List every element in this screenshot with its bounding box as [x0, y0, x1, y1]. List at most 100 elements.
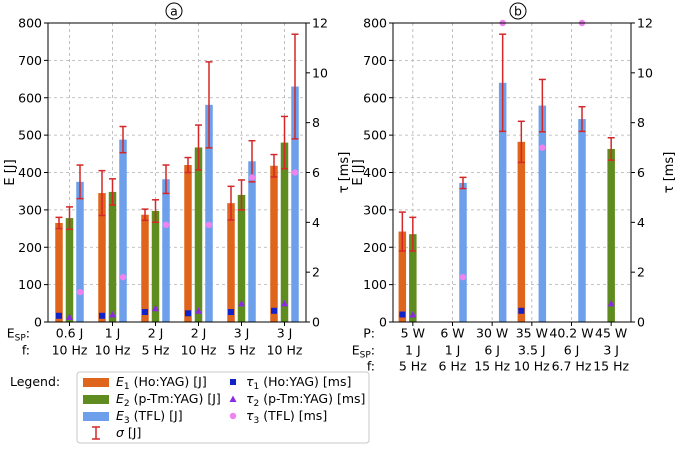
tau3-marker [119, 273, 127, 281]
y2-tick-label: 6 [637, 165, 645, 180]
tau1-marker [99, 312, 105, 319]
row-label: f: [367, 359, 375, 374]
bar-1 [227, 203, 235, 322]
x-category-label: 5 Hz [142, 343, 170, 358]
tau3-marker [459, 273, 467, 281]
x-category-label: 45 W [595, 326, 627, 341]
panel-label-circle [165, 2, 183, 20]
x-category-label: 2 J [148, 326, 164, 341]
legend: Legend: E1 (Ho:YAG) [J]E2 (p-Tm:YAG) [J]E… [10, 371, 370, 444]
y-tick-label: 100 [18, 277, 42, 292]
legend-title: Legend: [10, 374, 60, 389]
bar-1 [517, 141, 526, 322]
bar-1 [270, 165, 278, 322]
legend-label-tau1: τ1 (Ho:YAG) [ms] [246, 374, 351, 392]
tau3-marker [248, 174, 256, 181]
bar-1 [55, 222, 63, 322]
bar-3 [538, 105, 547, 322]
tau1-marker [399, 311, 406, 318]
x-category-label: 6 W [440, 326, 464, 341]
y-tick-label: 200 [363, 240, 387, 255]
x-category-label: 15 Hz [593, 359, 629, 374]
bar-3 [76, 181, 84, 322]
panel-b: 0 100 200 300 400 500 600 700 800 0 2 4 6 8 10 12 E [J] τ… [351, 2, 677, 374]
y2-tick-label: 2 [312, 265, 320, 280]
bar-3 [578, 119, 586, 323]
y2-tick-label: 12 [312, 16, 328, 31]
x-category-label: 3 J [277, 326, 293, 341]
y-tick-label: 100 [363, 277, 387, 292]
y-tick-label: 600 [363, 90, 387, 105]
row-label: f: [22, 343, 30, 358]
y-tick-label: 700 [18, 53, 42, 68]
x-category-label: 5 Hz [399, 359, 427, 374]
axes-frame [47, 22, 307, 323]
tau3-marker [162, 221, 170, 229]
x-category-label: 10 Hz [514, 359, 550, 374]
y2-tick-label: 2 [637, 265, 645, 280]
x-category-label: 2 J [191, 326, 207, 341]
bar-2 [108, 191, 117, 322]
tau1-marker [142, 309, 148, 316]
legend-swatch-e3 [83, 412, 109, 421]
bar-3 [248, 161, 256, 322]
legend-label-tau2: τ2 (p-Tm:YAG) [ms] [246, 391, 365, 409]
x-category-label: 35 W [516, 326, 548, 341]
y2-tick-label: 0 [312, 315, 320, 330]
tau3-marker [76, 288, 84, 296]
y-tick-label: 300 [363, 202, 387, 217]
legend-swatch-e1 [83, 378, 109, 387]
tau3-marker [205, 221, 213, 229]
x-category-label: 6 J [484, 343, 500, 358]
legend-marker-tau3 [229, 412, 237, 420]
tau1-marker [228, 309, 234, 316]
x-category-label: 1 J [405, 343, 421, 358]
x-category-label: 3 J [234, 326, 250, 341]
tau2-marker [607, 299, 615, 307]
y-tick-label: 0 [34, 315, 42, 330]
x-category-label: 6 J [564, 343, 580, 358]
bar-3 [498, 82, 507, 322]
y-tick-label: 500 [363, 128, 387, 143]
bar-1 [141, 214, 149, 322]
bar-2 [409, 234, 417, 322]
bar-3 [291, 86, 299, 322]
x-category-label: 10 Hz [181, 343, 217, 358]
bar-3 [162, 179, 170, 322]
bar-2 [237, 194, 246, 322]
bar-2 [65, 218, 74, 322]
tau2-marker [152, 304, 159, 312]
row-label: ESP: [352, 343, 375, 361]
y-axis-label: E [J] [351, 159, 366, 185]
x-category-label: 6.7 Hz [552, 359, 592, 374]
bar-1 [398, 231, 407, 322]
y-tick-label: 800 [18, 16, 42, 31]
tau2-marker [109, 311, 116, 318]
x-category-label: 30 W [476, 326, 508, 341]
legend-box [76, 371, 370, 444]
bar-2 [151, 210, 160, 322]
y2-tick-label: 8 [637, 115, 645, 130]
x-category-label: 5 Hz [228, 343, 256, 358]
y2-tick-label: 12 [637, 16, 653, 31]
x-category-label: 1 J [105, 326, 121, 341]
panel-label-circle [509, 2, 527, 20]
y-tick-label: 800 [363, 16, 387, 31]
tau2-marker [409, 311, 417, 318]
tau3-marker [539, 144, 546, 151]
bar-3 [205, 104, 213, 322]
y-tick-label: 200 [18, 240, 42, 255]
x-category-label: 40.2 W [549, 326, 593, 341]
y-tick-label: 300 [18, 202, 42, 217]
y2-tick-label: 4 [637, 215, 645, 230]
tau1-marker [56, 312, 62, 319]
x-category-label: 0.6 J [56, 326, 84, 341]
tau1-marker [271, 307, 277, 314]
legend-swatch-e2 [83, 395, 109, 404]
legend-marker-tau2 [229, 395, 237, 402]
y2-axis-label: τ [ms] [337, 152, 352, 194]
y2-tick-label: 0 [637, 315, 645, 330]
x-category-label: 1 J [445, 343, 461, 358]
legend-marker-tau1 [230, 379, 236, 385]
x-category-label: 5 W [401, 326, 425, 341]
